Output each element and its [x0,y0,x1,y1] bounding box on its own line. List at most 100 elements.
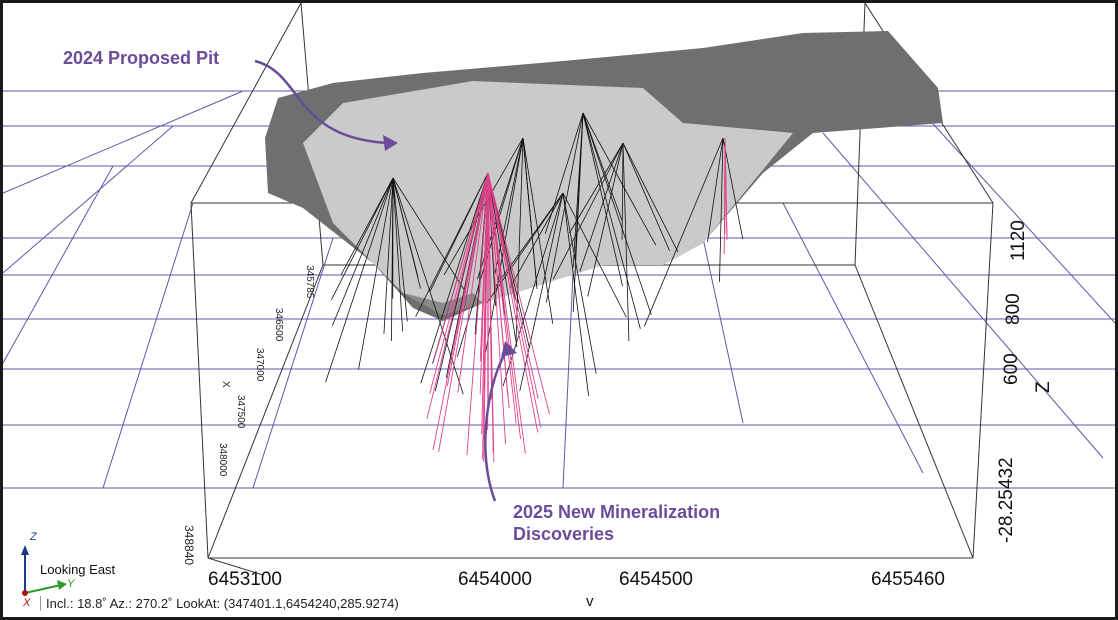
discoveries-annotation-line1: 2025 New Mineralization [513,502,721,522]
proposed-pit-inner [303,81,793,315]
y-tick: 6453100 [208,569,282,590]
grid-line [782,202,924,474]
drill-hole [562,192,627,318]
new-drill-hole [479,172,489,362]
drill-hole [392,177,404,332]
axis-triad [21,545,67,596]
drill-hole [456,137,524,357]
drill-hole [568,142,624,234]
drill-hole [587,142,624,297]
drill-hole [519,192,564,392]
grid-line [562,272,574,489]
triad-x-label: X [23,597,31,609]
grid-line [3,125,174,274]
y-tick: 6454500 [619,569,693,590]
drill-hole [331,177,394,300]
new-drill-hole [446,172,489,387]
drill-hole [331,177,394,326]
drill-hole [325,177,394,383]
z-tick: -28.25432 [996,457,1017,543]
drill-hole [582,112,657,246]
pit-annotation: 2024 Proposed Pit [63,48,220,68]
drill-hole [722,137,744,240]
drill-hole [509,192,564,289]
z-tick: 600 [1001,353,1022,385]
drill-hole [622,142,670,251]
x-tick: 348840 [182,525,196,566]
new-drill-hole [426,172,489,420]
drill-hole [582,112,623,287]
drill-hole [719,137,724,282]
drill-hole [415,172,489,317]
new-drill-hole [487,172,539,399]
drill-hole [487,172,518,348]
new-drill-hole [487,172,509,397]
new-drill-hole [487,172,550,415]
drill-hole [392,177,408,322]
drill-hole [495,192,564,286]
drill-hole [420,172,489,384]
x-axis-label: X [220,381,231,388]
grid-line [102,202,194,489]
drill-hole [522,137,554,324]
drill-hole [579,142,624,272]
camera-status: Incl.: 18.8˚ Az.: 270.2˚ LookAt: (347401… [40,596,399,611]
drill-hole [622,142,679,253]
z-axis-label: Z [1033,381,1054,393]
grid-line [822,132,1104,459]
new-drill-hole [457,172,489,393]
pit-arrow [254,59,389,145]
drill-hole [707,137,724,243]
drill-hole [486,192,564,304]
drill-hole [392,177,467,293]
drill-hole [582,112,652,315]
grid-line [3,90,244,194]
drill-hole [574,112,584,261]
drill-hole [494,137,524,275]
drill-hole [515,137,524,342]
drill-hole [552,142,624,280]
x-tick: 347500 [235,395,246,429]
3d-scene[interactable] [3,3,1115,617]
y-tick: 6454000 [458,569,532,590]
grid-line [3,165,114,364]
new-drill-hole [438,172,489,452]
drill-hole [383,177,394,334]
x-tick: 347000 [254,348,265,382]
drill-hole [562,192,590,397]
drill-hole [622,142,630,342]
triad-y-label: Y [67,578,75,590]
pit-arrowhead [383,135,398,151]
new-drill-hole [487,172,526,454]
drill-hole [582,112,623,221]
x-tick: 346500 [273,308,284,342]
new-drill-hole [487,172,539,433]
drill-hole [340,177,394,275]
drill-hole [392,177,421,289]
drill-hole [562,192,597,374]
discoveries-arrowhead [501,341,517,357]
drill-holes [325,112,744,462]
new-drill-hole [487,172,507,445]
x-tick: 345785 [304,265,315,299]
y-tick: 6455460 [871,569,945,590]
z-tick: 800 [1003,293,1024,325]
grid-line [702,237,744,424]
drill-hole [582,112,641,329]
new-drill-hole [429,172,489,394]
drill-hole [621,142,624,240]
grid-line [902,90,1115,324]
x-tick: 348000 [217,443,228,477]
discoveries-annotation-line2: Discoveries [513,524,615,544]
new-drill-hole [487,172,522,440]
new-drill-hole [466,172,489,456]
new-drill-hole [487,172,495,462]
view-direction: Looking East [40,562,116,577]
z-tick: 1120 [1008,220,1029,261]
new-drill-hole [487,172,542,428]
expand-chevron[interactable]: v [586,593,594,610]
new-drill-hole [483,172,489,462]
drill-hole [522,137,538,290]
drill-hole [358,177,394,370]
